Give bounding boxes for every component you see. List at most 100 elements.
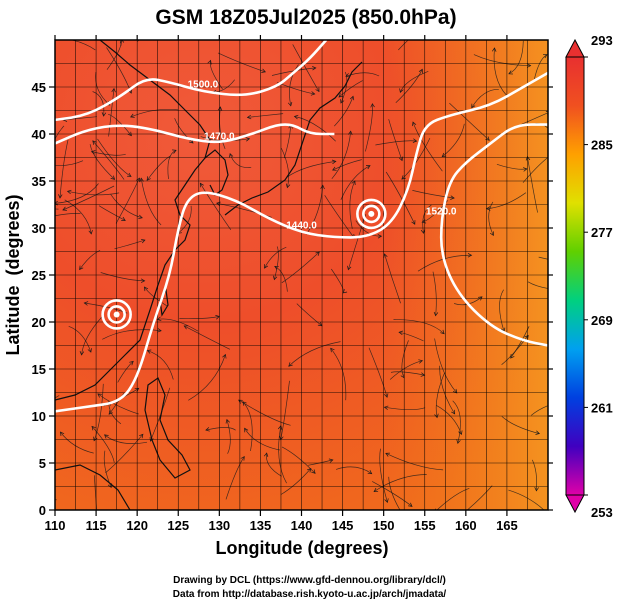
streamline <box>340 71 348 104</box>
streamline-arrow <box>146 349 152 354</box>
streamline-arrow <box>126 172 132 177</box>
streamline <box>496 163 527 170</box>
x-tick-label: 140 <box>291 518 313 533</box>
streamline <box>466 485 493 510</box>
streamline-arrow <box>467 252 473 258</box>
streamline-arrow <box>489 231 494 237</box>
colorbar-gradient <box>565 56 585 496</box>
y-tick-label: 20 <box>32 315 46 330</box>
streamline <box>167 149 177 180</box>
streamline <box>117 361 134 383</box>
streamline-arrow <box>140 278 146 283</box>
colorbar-tick-label: 269 <box>591 313 613 328</box>
streamline-arrow <box>555 150 559 154</box>
x-tick-label: 160 <box>455 518 477 533</box>
streamline <box>332 159 362 171</box>
streamline-arrow <box>377 234 383 239</box>
streamline-arrow <box>399 88 404 93</box>
streamline-arrow <box>240 455 245 461</box>
streamline-arrow <box>434 413 439 419</box>
streamline <box>209 60 223 90</box>
streamline-arrow <box>285 183 291 189</box>
streamline <box>522 156 548 183</box>
streamline <box>412 121 443 172</box>
streamline-arrow <box>545 111 548 116</box>
streamline-arrow <box>245 137 251 142</box>
streamline <box>55 499 57 501</box>
streamline-arrow <box>312 65 317 71</box>
y-tick-label: 5 <box>39 456 46 471</box>
streamline <box>244 428 280 451</box>
streamline <box>157 318 199 332</box>
streamline-arrow <box>383 405 389 410</box>
streamline-arrow <box>485 136 490 141</box>
streamline-arrow <box>32 476 36 480</box>
y-axis: 0 5 10 15 20 25 30 35 40 45 <box>32 80 553 518</box>
streamline-arrow <box>311 469 316 474</box>
contour-line <box>55 40 328 122</box>
streamline <box>499 289 505 332</box>
streamline-arrow <box>130 113 135 118</box>
streamline-arrow <box>127 131 132 137</box>
streamline <box>384 253 401 304</box>
streamline <box>55 160 84 166</box>
streamline <box>452 400 461 444</box>
streamline-arrow <box>111 87 116 93</box>
y-tick-label: 25 <box>32 268 46 283</box>
streamline-arrow <box>471 103 476 109</box>
footer-credit-dcl: Drawing by DCL (https://www.gfd-dennou.o… <box>173 575 446 586</box>
streamline-arrow <box>451 409 456 415</box>
streamline <box>102 329 162 340</box>
coastline-japan <box>224 61 363 216</box>
chart-title: GSM 18Z05Jul2025 (850.0hPa) <box>155 6 456 29</box>
streamline-arrow <box>108 410 113 415</box>
y-axis-label: Latitude (degrees) <box>3 194 23 355</box>
contour-line <box>439 123 548 347</box>
streamline <box>373 474 427 492</box>
streamline-arrow <box>383 253 388 258</box>
streamline <box>226 419 231 454</box>
x-axis: 110 115 120 125 130 135 140 145 150 155 160 165 <box>45 35 518 533</box>
streamline <box>266 453 282 477</box>
streamline-arrow <box>370 103 375 108</box>
y-tick-label: 15 <box>32 362 46 377</box>
y-tick-label: 45 <box>32 80 46 95</box>
streamline <box>368 347 388 398</box>
streamline <box>89 144 115 180</box>
streamline-arrow <box>342 289 348 294</box>
streamline <box>385 171 416 225</box>
streamline-arrow <box>510 354 515 359</box>
streamline <box>177 205 192 234</box>
streamline-arrow <box>79 265 84 271</box>
streamline-arrow <box>244 427 249 433</box>
streamline <box>55 125 65 141</box>
plot-area: 1500.0 1470.0 1440.0 1520.0 <box>32 39 559 511</box>
streamline <box>79 249 101 270</box>
contour-line <box>55 123 335 145</box>
streamline <box>388 119 403 161</box>
contour-label: 1440.0 <box>286 221 317 232</box>
contour-line <box>55 71 548 413</box>
streamline <box>217 52 266 73</box>
streamline <box>493 47 507 96</box>
streamline-arrow <box>225 418 230 424</box>
streamline <box>91 426 115 463</box>
streamline-arrow <box>274 265 279 270</box>
streamline <box>338 80 363 98</box>
streamline <box>527 281 548 289</box>
streamline-arrow <box>332 166 337 171</box>
streamline <box>60 431 94 454</box>
contour-label: 1500.0 <box>188 80 219 91</box>
streamline-arrow <box>367 469 373 475</box>
streamline <box>289 64 299 106</box>
streamline <box>473 54 531 66</box>
streamline <box>98 205 126 221</box>
streamline-arrow <box>456 439 461 445</box>
streamline-arrow <box>398 330 404 335</box>
streamline <box>205 427 236 431</box>
colorbar: 253 261 269 277 285 293 <box>565 33 613 520</box>
streamline-arrow <box>146 176 151 181</box>
streamline <box>59 139 69 199</box>
streamline <box>449 102 490 141</box>
streamline-arrow <box>261 68 266 73</box>
